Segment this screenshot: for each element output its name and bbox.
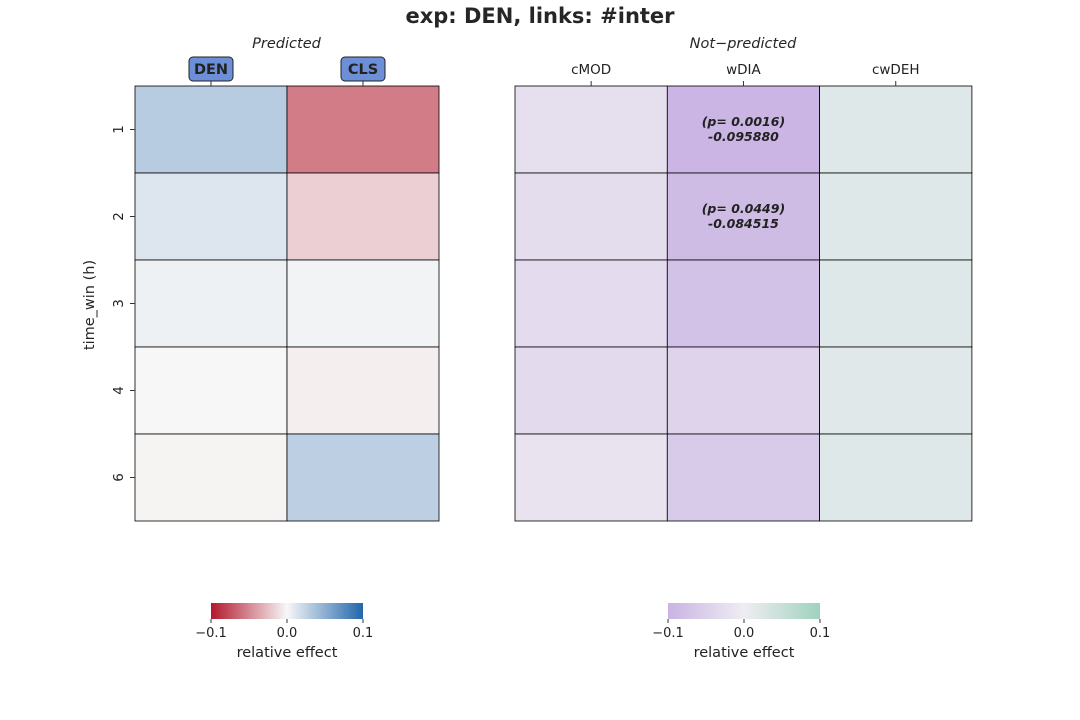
row-label: 6: [111, 473, 127, 482]
annotation-value: -0.084515: [708, 216, 779, 231]
annotation-p-value: (p= 0.0449): [702, 201, 785, 216]
heatmap-cell-3-cwDEH: [819, 259, 973, 348]
heatmap-cell-2-cMOD: [514, 172, 668, 261]
colorbar: [668, 603, 820, 619]
figure-title: exp: DEN, links: #inter: [405, 4, 675, 28]
heatmap-cell-4-DEN: [134, 346, 288, 435]
colorbar-tick-label: 0.0: [734, 626, 755, 641]
colorbar-label: relative effect: [694, 645, 795, 661]
column-label: wDIA: [726, 62, 761, 78]
column-label-box: [340, 56, 386, 82]
heatmap-cell-2-wDIA: [666, 172, 820, 261]
heatmap-cell-3-wDIA: [666, 259, 820, 348]
right-panel-subtitle: Not−predicted: [689, 36, 797, 52]
heatmap-cell-2-cwDEH: [819, 172, 973, 261]
column-label: cwDEH: [872, 62, 920, 78]
row-label: 3: [111, 299, 127, 308]
colorbar-tick-label: 0.1: [353, 626, 374, 641]
heatmap-cell-6-CLS: [286, 433, 440, 522]
colorbar-tick-label: −0.1: [652, 626, 684, 641]
heatmap-cell-1-CLS: [286, 85, 440, 174]
heatmap-cell-1-cwDEH: [819, 85, 973, 174]
annotation-p-value: (p= 0.0016): [702, 114, 785, 129]
heatmap-cell-3-CLS: [286, 259, 440, 348]
heatmap-cell-4-wDIA: [666, 346, 820, 435]
heatmap-cell-4-cMOD: [514, 346, 668, 435]
column-label: DEN: [194, 62, 228, 78]
column-label: CLS: [348, 62, 378, 78]
row-label: 4: [111, 386, 127, 395]
heatmap-cell-2-DEN: [134, 172, 288, 261]
annotation-value: -0.095880: [708, 129, 779, 144]
row-label: 2: [111, 212, 127, 221]
colorbar-label: relative effect: [237, 645, 338, 661]
column-label: cMOD: [571, 62, 611, 78]
heatmap-cell-2-CLS: [286, 172, 440, 261]
heatmap-cell-1-cMOD: [514, 85, 668, 174]
heatmap-cell-6-DEN: [134, 433, 288, 522]
colorbar-tick-label: 0.1: [810, 626, 831, 641]
column-label-box: [188, 56, 234, 82]
heatmap-cell-6-wDIA: [666, 433, 820, 522]
row-label: 1: [111, 125, 127, 134]
left-panel-subtitle: Predicted: [252, 36, 321, 52]
heatmap-cell-4-CLS: [286, 346, 440, 435]
colorbar: [211, 603, 363, 619]
heatmap-cell-3-DEN: [134, 259, 288, 348]
heatmap-cell-6-cMOD: [514, 433, 668, 522]
colorbar-tick-label: 0.0: [277, 626, 298, 641]
heatmap-cell-3-cMOD: [514, 259, 668, 348]
heatmap-cell-6-cwDEH: [819, 433, 973, 522]
heatmap-cell-4-cwDEH: [819, 346, 973, 435]
heatmap-cell-1-DEN: [134, 85, 288, 174]
colorbar-tick-label: −0.1: [195, 626, 227, 641]
